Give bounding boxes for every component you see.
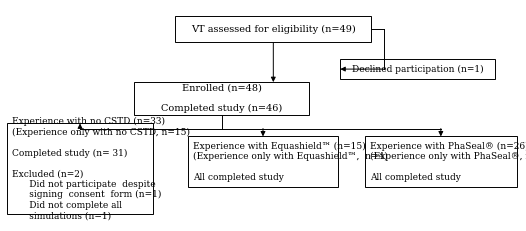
- FancyBboxPatch shape: [365, 137, 517, 187]
- Text: Experience with no CSTD (n=33)
(Experience only with no CSTD, n=15)

Completed s: Experience with no CSTD (n=33) (Experien…: [12, 117, 190, 220]
- FancyBboxPatch shape: [134, 82, 309, 115]
- Text: Declined participation (n=1): Declined participation (n=1): [352, 64, 483, 74]
- FancyBboxPatch shape: [188, 137, 338, 187]
- FancyBboxPatch shape: [175, 16, 371, 43]
- Text: Experience with Equashield™ (n=15)
(Experience only with Equashield™,  n=4)

All: Experience with Equashield™ (n=15) (Expe…: [194, 142, 388, 182]
- Text: Experience with PhaSeal® (n=26)
(Experience only with PhaSeal®, n=9)

All comple: Experience with PhaSeal® (n=26) (Experie…: [370, 142, 526, 182]
- FancyBboxPatch shape: [6, 123, 154, 214]
- FancyBboxPatch shape: [340, 59, 495, 79]
- Text: Enrolled (n=48)

Completed study (n=46): Enrolled (n=48) Completed study (n=46): [161, 84, 282, 113]
- Text: VT assessed for eligibility (n=49): VT assessed for eligibility (n=49): [191, 25, 356, 34]
